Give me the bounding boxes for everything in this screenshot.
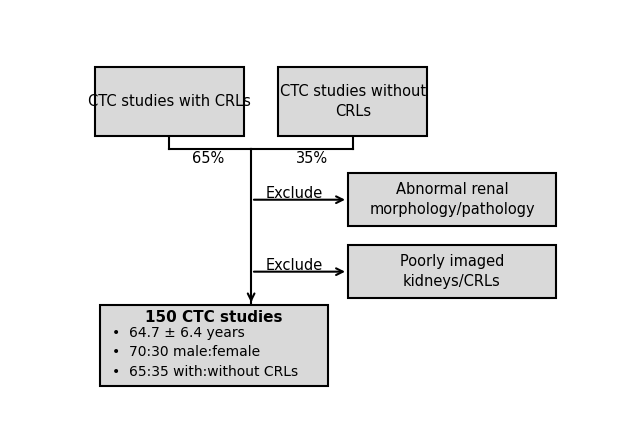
Text: Exclude: Exclude xyxy=(266,259,323,273)
Text: 35%: 35% xyxy=(296,151,328,166)
Text: Exclude: Exclude xyxy=(266,186,323,202)
Text: 150 CTC studies: 150 CTC studies xyxy=(145,311,283,325)
Text: CTC studies without
CRLs: CTC studies without CRLs xyxy=(280,84,426,119)
FancyBboxPatch shape xyxy=(100,305,328,386)
Text: Poorly imaged
kidneys/CRLs: Poorly imaged kidneys/CRLs xyxy=(400,254,504,289)
Text: •  70:30 male:female: • 70:30 male:female xyxy=(112,345,260,359)
FancyBboxPatch shape xyxy=(278,67,428,136)
Text: •  64.7 ± 6.4 years: • 64.7 ± 6.4 years xyxy=(112,326,245,340)
Text: •  65:35 with:without CRLs: • 65:35 with:without CRLs xyxy=(112,365,298,379)
Text: CTC studies with CRLs: CTC studies with CRLs xyxy=(88,94,251,109)
Text: Abnormal renal
morphology/pathology: Abnormal renal morphology/pathology xyxy=(369,182,535,217)
FancyBboxPatch shape xyxy=(348,245,556,299)
FancyBboxPatch shape xyxy=(348,173,556,227)
FancyBboxPatch shape xyxy=(95,67,244,136)
Text: 65%: 65% xyxy=(191,151,224,166)
